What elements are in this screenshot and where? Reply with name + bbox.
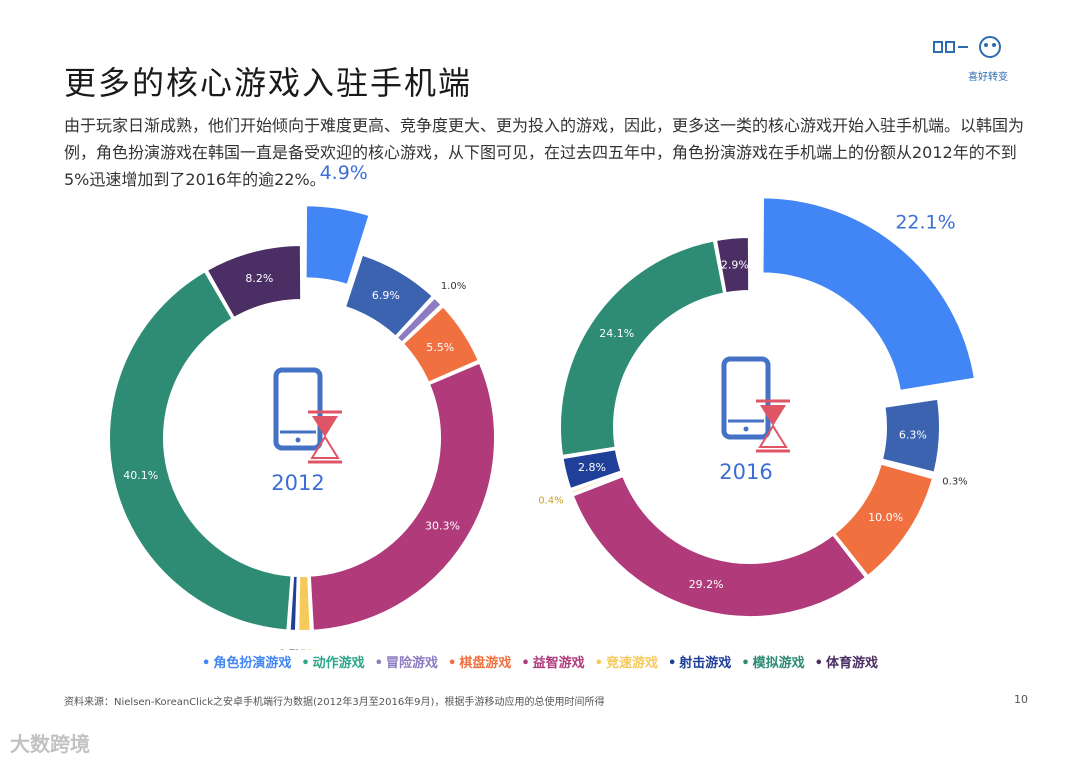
legend-label: 模拟游戏	[752, 656, 805, 671]
legend-label: 冒险游戏	[385, 656, 438, 671]
slice-label-2012-misc: 6.9%	[372, 289, 400, 302]
legend-label: 射击游戏	[679, 656, 732, 671]
center-year-label: 2016	[719, 460, 772, 484]
slice-2012-simulation	[108, 269, 293, 632]
phone-hourglass-icon	[273, 367, 342, 464]
legend-dot-icon: •	[301, 656, 310, 671]
slice-label-2016-puzzle: 29.2%	[689, 578, 724, 591]
slice-label-2012-racing: 1.2%	[292, 648, 317, 650]
slice-2016-puzzle	[571, 474, 868, 618]
slice-label-2016-rpg: 22.1%	[895, 211, 955, 233]
legend-dot-icon: •	[594, 656, 603, 671]
slice-2016-adventure	[880, 459, 936, 478]
slice-label-2012-rpg: 4.9%	[320, 162, 368, 184]
legend-dot-icon: •	[667, 656, 677, 671]
legend-item-board: • 棋盘游戏	[448, 652, 511, 671]
donut-chart-2016: 22.1% 6.3% 0.3% 10.0% 29.2% 0.4% 2.8% 24.1% 2.9%…	[538, 196, 977, 618]
page-title: 更多的核心游戏入驻手机端	[64, 64, 473, 102]
intro-paragraph: 由于玩家日渐成熟，他们开始倾向于难度更高、竞争度更大、更为投入的游戏，因此，更多…	[64, 116, 1025, 189]
phone-hourglass-icon	[721, 356, 790, 453]
legend-dot-icon: •	[521, 656, 530, 671]
legend-dot-icon: •	[814, 656, 823, 671]
slice-2012-adventure	[395, 296, 443, 345]
slice-2016-rpg	[761, 196, 977, 392]
slice-label-2012-sports: 8.2%	[245, 272, 273, 285]
slice-2012-sports	[205, 243, 303, 320]
legend-label: 竞速游戏	[605, 656, 658, 671]
slice-label-2016-shooting: 2.8%	[578, 461, 606, 474]
legend-dot-icon: •	[448, 656, 457, 671]
slice-label-2012-shooting: 0.7%	[279, 648, 304, 650]
legend-label: 棋盘游戏	[459, 656, 512, 671]
slice-2012-board	[401, 304, 481, 384]
slice-label-2012-board: 5.5%	[426, 341, 454, 354]
legend-label: 角色扮演游戏	[213, 656, 292, 671]
legend-item-simulation: • 模拟游戏	[741, 652, 804, 671]
watermark: 大数跨境	[10, 732, 90, 756]
slice-label-2016-board: 10.0%	[868, 511, 903, 524]
legend-item-adventure: • 冒险游戏	[375, 652, 438, 671]
slice-label-2012-adventure: 1.0%	[441, 281, 466, 292]
slice-label-2016-sports: 2.9%	[721, 259, 749, 272]
chart-legend: • 角色扮演游戏 • 动作游戏 • 冒险游戏 • 棋盘游戏 • 益智游戏 • 竞速游戏 • 射击游戏 • 模拟…	[0, 652, 1080, 671]
legend-item-shooting: • 射击游戏	[668, 652, 731, 671]
slice-2012-misc	[343, 253, 435, 338]
slice-label-2012-simulation: 40.1%	[123, 469, 158, 482]
slice-label-2016-adventure: 0.3%	[942, 477, 967, 488]
legend-dot-icon: •	[741, 656, 750, 671]
slice-2016-shooting	[561, 448, 623, 491]
slice-2012-puzzle	[308, 361, 496, 632]
slice-label-2012-puzzle: 30.3%	[425, 519, 460, 532]
legend-dot-icon: •	[202, 656, 211, 671]
legend-item-rpg: • 角色扮演游戏	[202, 652, 291, 671]
donut-chart-2012: 4.9% 6.9% 1.0% 5.5% 30.3% 1.2%0.7% 40.1% 8.2% 20…	[108, 162, 496, 650]
slice-label-2016-simulation: 24.1%	[599, 327, 634, 340]
legend-item-racing: • 竞速游戏	[595, 652, 658, 671]
slice-2016-board	[832, 462, 935, 578]
legend-item-action: • 动作游戏	[301, 652, 364, 671]
logo-text: 喜好转变	[968, 72, 1008, 83]
slice-2012-racing	[297, 574, 312, 632]
legend-label: 益智游戏	[532, 656, 585, 671]
legend-dot-icon: •	[374, 656, 383, 671]
legend-label: 体育游戏	[825, 656, 878, 671]
slice-2016-misc	[880, 397, 941, 474]
slice-2016-simulation	[559, 239, 726, 458]
legend-item-sports: • 体育游戏	[815, 652, 878, 671]
page-number: 10	[1014, 693, 1028, 706]
center-year-label: 2012	[271, 471, 324, 495]
slice-2016-racing	[569, 471, 624, 495]
legend-label: 动作游戏	[312, 656, 365, 671]
donut-charts: 4.9% 6.9% 1.0% 5.5% 30.3% 1.2%0.7% 40.1% 8.2% 20…	[108, 162, 977, 650]
source-note: 资料来源：Nielsen-KoreanClick之安卓手机端行为数据(2012年…	[64, 697, 605, 708]
slice-label-2016-racing: 0.4%	[538, 495, 563, 506]
slice-2016-sports	[714, 235, 751, 295]
legend-item-puzzle: • 益智游戏	[521, 652, 584, 671]
slice-2012-rpg	[304, 204, 371, 287]
slice-label-2016-misc: 6.3%	[899, 428, 927, 441]
brand-logo-icon	[933, 36, 1001, 58]
slice-2012-shooting	[288, 574, 299, 632]
